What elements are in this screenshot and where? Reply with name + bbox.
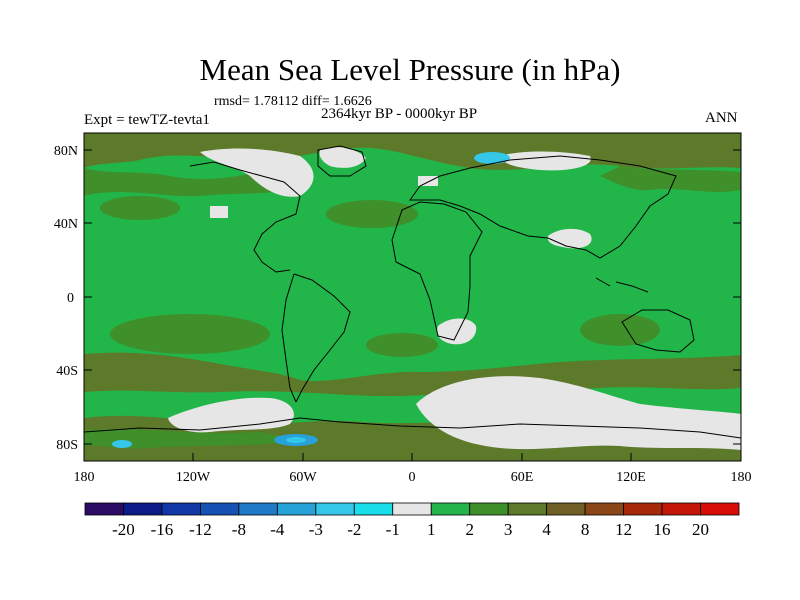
colorbar-swatch bbox=[353, 502, 394, 516]
lat-label-40n: 40N bbox=[54, 217, 78, 232]
colorbar-label: -16 bbox=[151, 520, 174, 539]
lat-label-40s: 40S bbox=[56, 364, 78, 379]
field-spac-cell bbox=[110, 314, 270, 354]
colorbar-swatch bbox=[507, 502, 548, 516]
field-zero-canada bbox=[200, 148, 314, 197]
season-label: ANN bbox=[705, 110, 738, 126]
colorbar-label: 12 bbox=[615, 520, 632, 539]
field-south-band bbox=[84, 352, 741, 397]
colorbar-label: -20 bbox=[112, 520, 135, 539]
colorbar bbox=[84, 502, 740, 516]
colorbar-label: 8 bbox=[581, 520, 590, 539]
colorbar-label: 16 bbox=[654, 520, 671, 539]
colorbar-swatch bbox=[315, 502, 355, 516]
lon-label-120w: 120W bbox=[176, 470, 211, 485]
field-satl-cell bbox=[366, 333, 438, 357]
field-neg-weddell-core bbox=[286, 437, 306, 443]
colorbar-swatch bbox=[84, 502, 124, 516]
stats-label: rmsd= 1.78112 diff= 1.6626 bbox=[214, 94, 372, 109]
lat-label-0: 0 bbox=[67, 291, 74, 306]
field-natl-cell bbox=[326, 200, 418, 228]
lat-label-80s: 80S bbox=[56, 438, 78, 453]
colorbar-label: -8 bbox=[232, 520, 246, 539]
colorbar-label: 3 bbox=[504, 520, 513, 539]
colorbar-swatch bbox=[546, 502, 586, 516]
axis-ticks bbox=[84, 149, 741, 461]
colorbar-swatch bbox=[584, 502, 624, 516]
colorbar-label: -2 bbox=[347, 520, 361, 539]
field-zero-arabia bbox=[547, 228, 592, 249]
field-zero-eantarctica bbox=[416, 376, 741, 450]
field-spole-mid bbox=[84, 429, 300, 449]
colorbar-swatch bbox=[430, 502, 471, 516]
colorbar-labels: -20 -16 -12 -8 -4 -3 -2 -1 1 2 3 4 8 12 16 20 bbox=[112, 520, 709, 539]
coast-south-america-east bbox=[293, 273, 351, 403]
lon-label-60e: 60E bbox=[511, 470, 534, 485]
coast-north-america bbox=[189, 161, 301, 273]
field-zero-patch-b bbox=[418, 176, 438, 186]
colorbar-label: 2 bbox=[465, 520, 474, 539]
coast-antarctica bbox=[84, 417, 741, 439]
colorbar-swatch bbox=[661, 502, 701, 516]
lon-label-0: 0 bbox=[409, 470, 416, 485]
colorbar-swatch bbox=[276, 502, 317, 516]
period-label: 2364kyr BP - 0000kyr BP bbox=[321, 106, 478, 122]
lon-label-180w: 180 bbox=[74, 470, 95, 485]
coast-maritime bbox=[595, 277, 649, 293]
coast-eurasia bbox=[409, 155, 677, 259]
colorbar-swatch bbox=[238, 502, 278, 516]
coast-south-america-west bbox=[281, 273, 297, 403]
experiment-label: Expt = tewTZ-tevta1 bbox=[84, 112, 210, 128]
colorbar-label: -4 bbox=[270, 520, 285, 539]
coastlines bbox=[84, 145, 741, 439]
colorbar-swatch bbox=[469, 502, 509, 516]
colorbar-swatch bbox=[623, 502, 663, 516]
field-npac-mid bbox=[600, 166, 741, 192]
lon-label-60w: 60W bbox=[289, 470, 317, 485]
lon-label-120e: 120E bbox=[616, 470, 646, 485]
field-sind-cell bbox=[580, 314, 660, 346]
colorbar-swatch bbox=[123, 502, 163, 516]
colorbar-swatch bbox=[200, 502, 240, 516]
colorbar-label: 20 bbox=[692, 520, 709, 539]
field-zero-patch-a bbox=[210, 206, 228, 218]
chart-title: Mean Sea Level Pressure (in hPa) bbox=[199, 52, 621, 87]
colorbar-swatch bbox=[392, 502, 432, 516]
coast-australia bbox=[621, 309, 695, 353]
colorbar-label: 1 bbox=[427, 520, 436, 539]
map-field bbox=[84, 133, 741, 461]
coast-africa bbox=[391, 201, 483, 341]
field-zero-siberia bbox=[500, 151, 591, 171]
colorbar-label: -12 bbox=[189, 520, 212, 539]
field-npac-cell bbox=[100, 196, 180, 220]
field-north-mid bbox=[84, 168, 300, 197]
lat-label-80n: 80N bbox=[54, 144, 78, 159]
colorbar-label: -3 bbox=[309, 520, 323, 539]
colorbar-swatch bbox=[161, 502, 201, 516]
field-zero-greenland bbox=[319, 147, 366, 168]
colorbar-swatch bbox=[700, 502, 740, 516]
coast-greenland bbox=[317, 145, 367, 177]
colorbar-label: 4 bbox=[542, 520, 551, 539]
field-neg-ross bbox=[112, 440, 132, 448]
lon-label-180e: 180 bbox=[731, 470, 752, 485]
colorbar-label: -1 bbox=[386, 520, 400, 539]
field-neg-barents bbox=[474, 152, 510, 164]
